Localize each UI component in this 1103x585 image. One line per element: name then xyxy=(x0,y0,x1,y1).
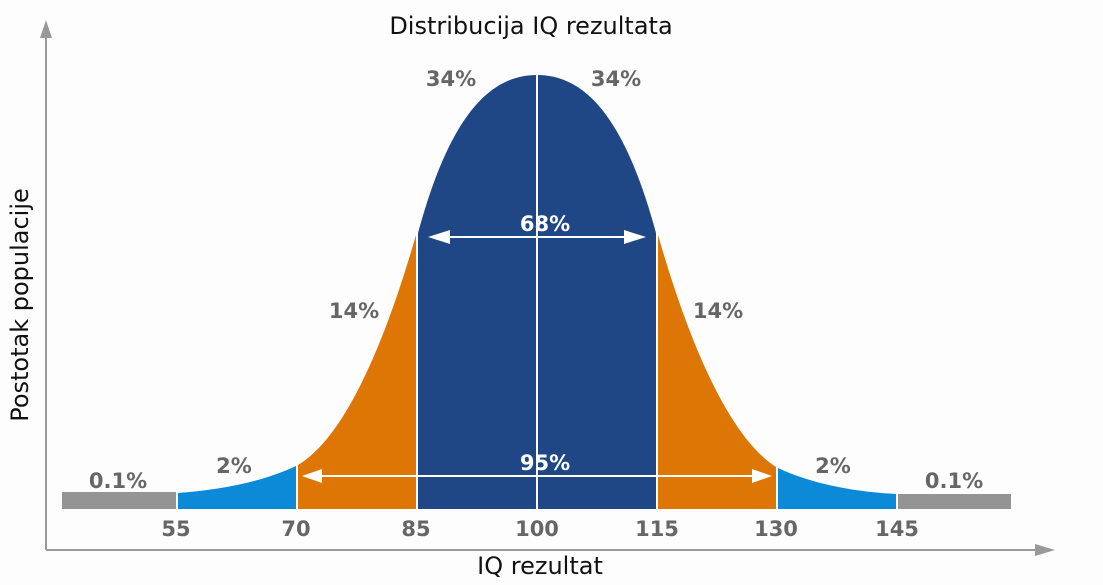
tick-55: 55 xyxy=(161,517,190,541)
segment-left-tail xyxy=(62,492,176,509)
label-left-34pct: 34% xyxy=(426,67,476,91)
tick-115: 115 xyxy=(635,517,679,541)
y-axis-arrow-icon xyxy=(40,20,52,38)
tick-145: 145 xyxy=(875,517,919,541)
label-right-14pct: 14% xyxy=(693,299,743,323)
tick-85: 85 xyxy=(401,517,430,541)
segment-left-14pct xyxy=(298,235,416,509)
segment-left-2pct xyxy=(177,466,296,509)
label-right-2pct: 2% xyxy=(815,454,851,478)
tick-130: 130 xyxy=(754,517,798,541)
segment-right-tail xyxy=(898,494,1011,509)
label-left-2pct: 2% xyxy=(216,454,252,478)
label-left-14pct: 14% xyxy=(329,299,379,323)
label-span-68: 68% xyxy=(520,212,570,236)
span-68-arrow xyxy=(428,230,646,244)
x-axis-arrow-icon xyxy=(1035,544,1055,556)
x-axis-label: IQ rezultat xyxy=(477,552,603,580)
axes xyxy=(40,20,1055,556)
label-span-95: 95% xyxy=(520,451,570,475)
tick-100: 100 xyxy=(515,517,559,541)
label-left-tail: 0.1% xyxy=(89,469,147,493)
label-right-tail: 0.1% xyxy=(925,469,983,493)
x-ticks: 55 70 85 100 115 130 145 xyxy=(161,517,919,541)
segment-right-14pct xyxy=(658,235,776,509)
tick-70: 70 xyxy=(281,517,310,541)
span-95-arrow xyxy=(302,469,772,483)
segment-right-2pct xyxy=(778,468,897,509)
chart-title: Distribucija IQ rezultata xyxy=(389,12,673,40)
label-right-34pct: 34% xyxy=(591,67,641,91)
